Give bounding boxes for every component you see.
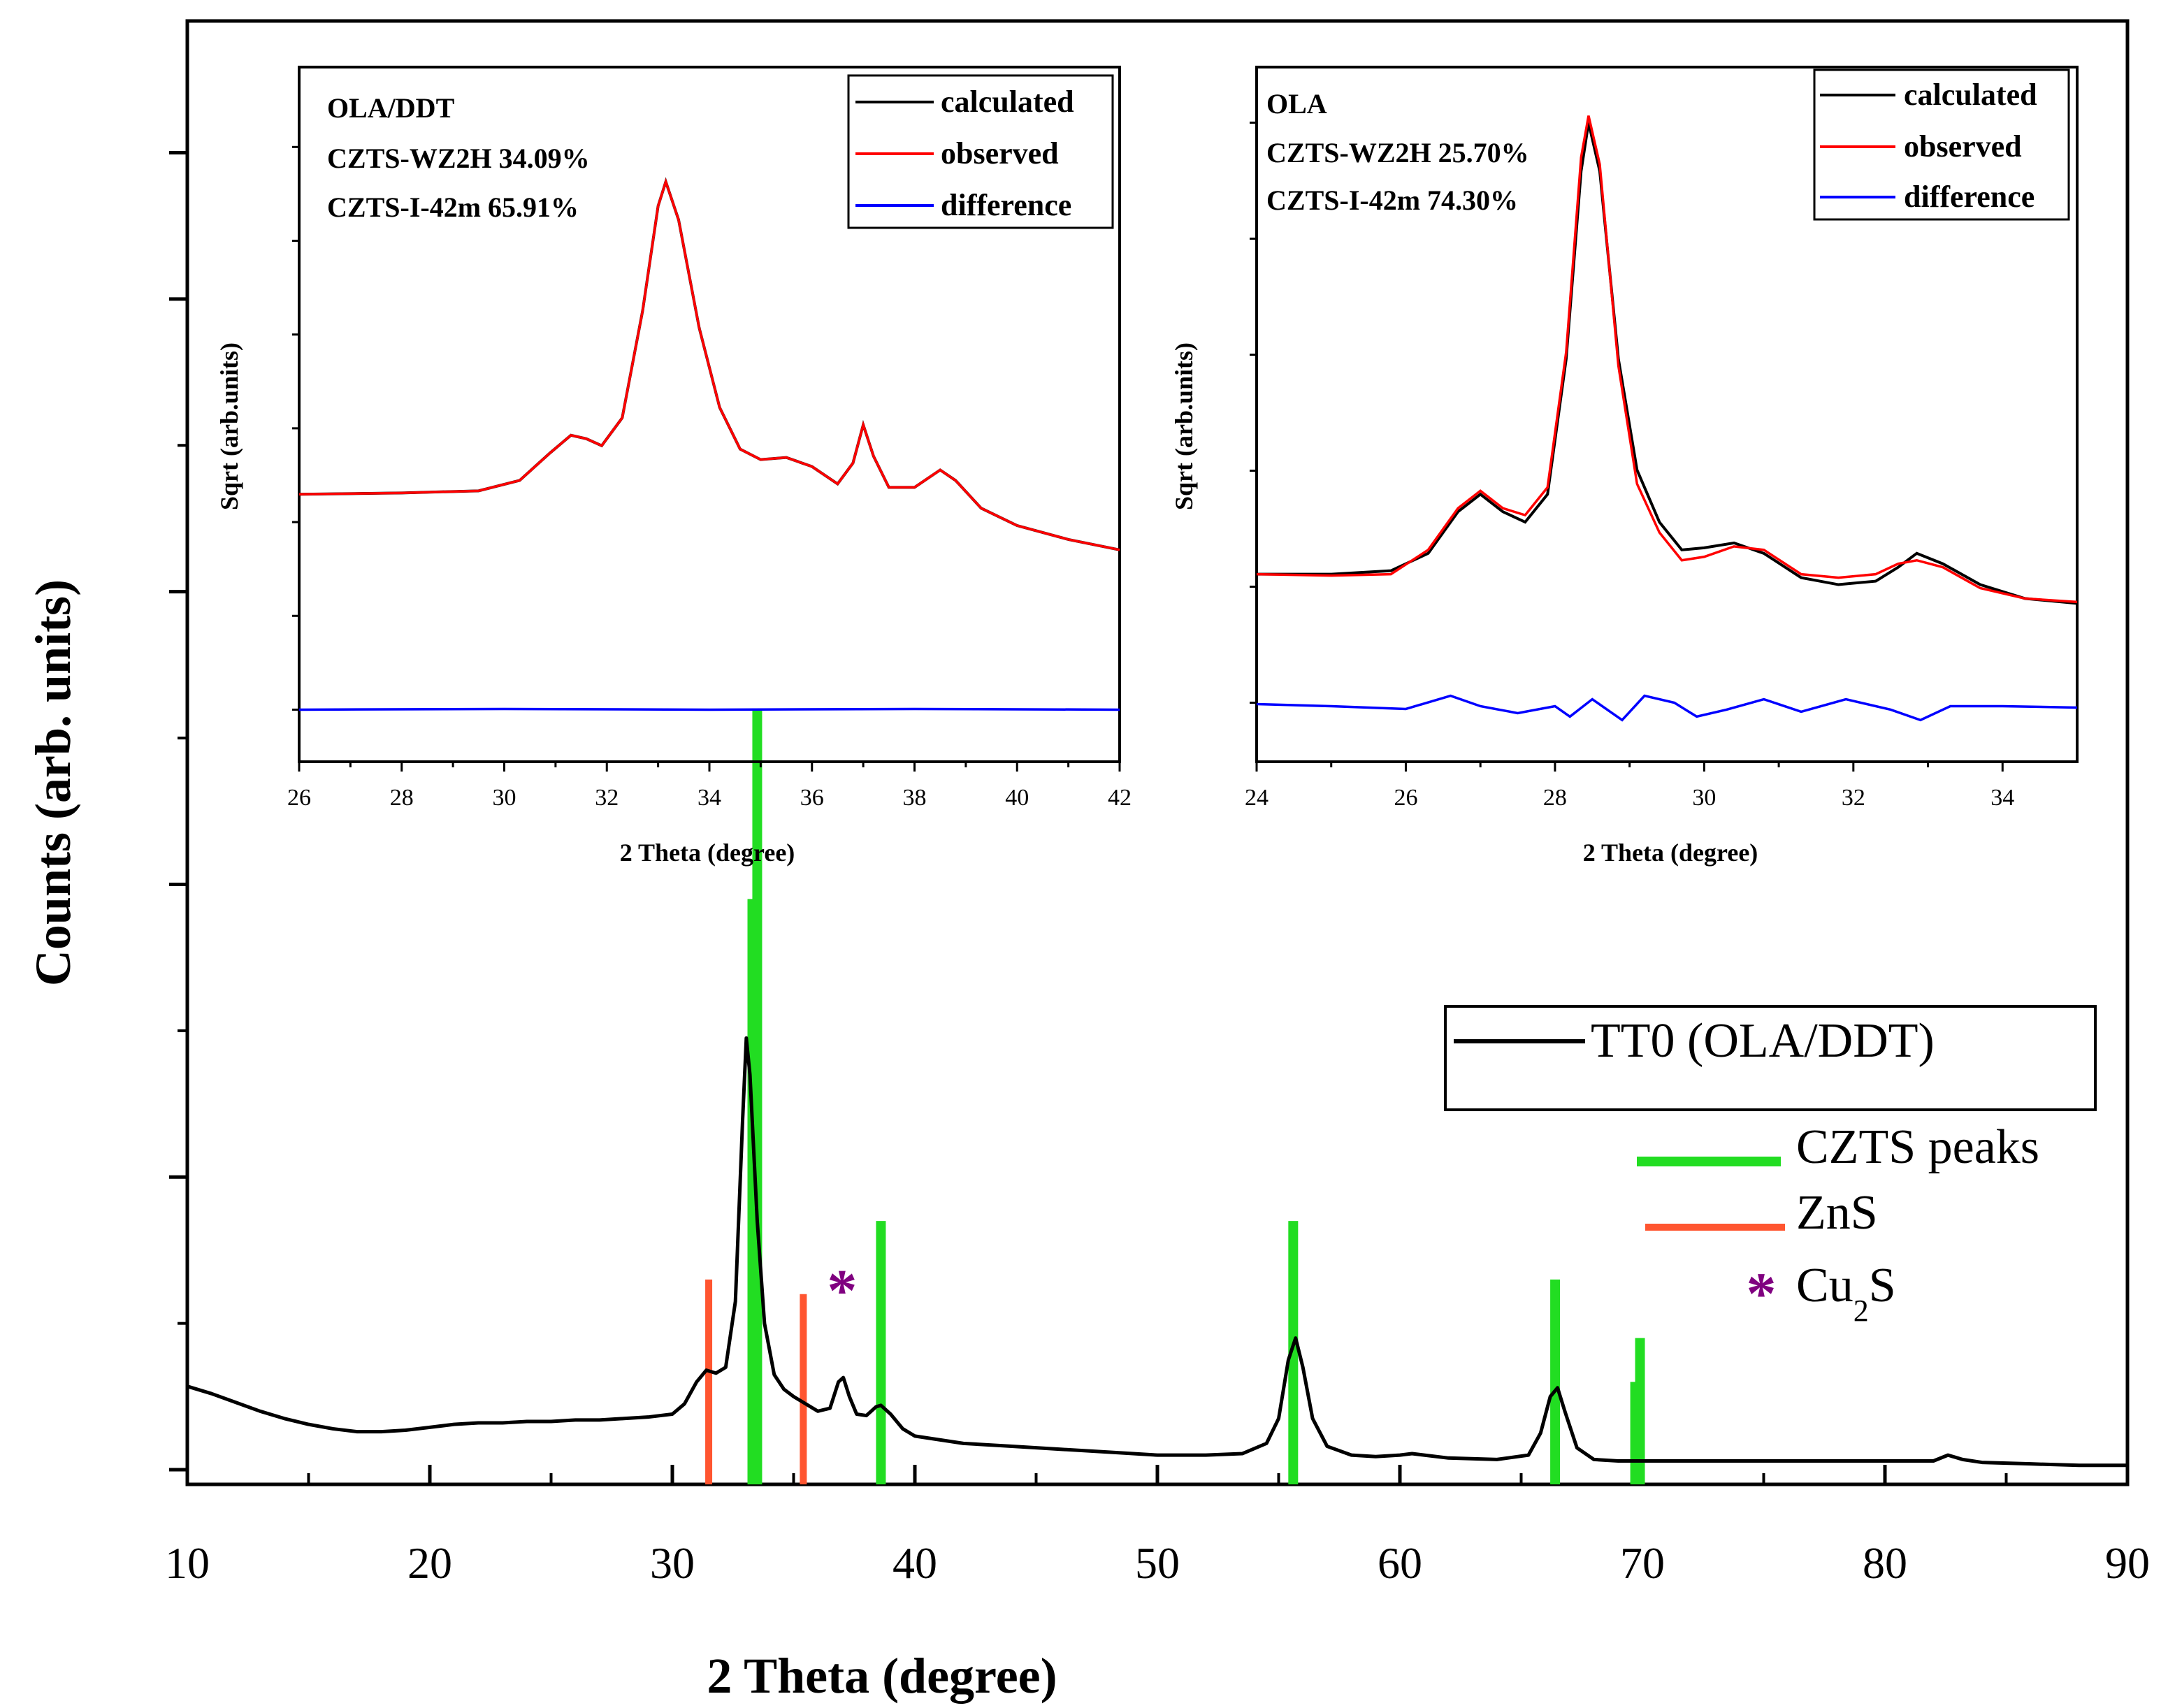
legend-label-tt0: TT0 (OLA/DDT) <box>1591 1014 1935 1068</box>
inset2-series-observed <box>1256 115 2078 604</box>
main-x-tick-label: 40 <box>893 1538 937 1588</box>
main-x-axis-label: 2 Theta (degree) <box>707 1648 1057 1704</box>
main-x-tick-label: 20 <box>407 1538 452 1588</box>
inset1-x-tick-label: 32 <box>595 785 619 811</box>
inset2-x-ticks: 24 26 28 30 32 34 <box>1245 762 2014 811</box>
inset2-x-tick-label: 34 <box>1990 785 2014 811</box>
legend-marker-cu2s: * <box>1747 1260 1777 1327</box>
inset1-y-ticks <box>292 145 299 711</box>
main-x-tick-label: 50 <box>1135 1538 1180 1588</box>
inset2-legend-label-observed: observed <box>1904 129 2022 164</box>
main-x-tick-label: 30 <box>650 1538 695 1588</box>
inset1-annotation-line1: OLA/DDT <box>327 92 455 124</box>
main-y-ticks <box>169 150 187 1472</box>
inset2-x-tick-label: 32 <box>1842 785 1865 811</box>
inset1-x-tick-label: 34 <box>698 785 721 811</box>
inset1-annotation-line2: CZTS-WZ2H 34.09% <box>327 143 590 174</box>
cu2s-text-cu: Cu <box>1796 1259 1853 1312</box>
main-y-axis-label: Counts (arb. units) <box>25 579 81 986</box>
series-line-tt0 <box>187 1036 2127 1468</box>
main-x-tick-label: 70 <box>1620 1538 1665 1588</box>
cu2s-text-sub: 2 <box>1853 1294 1869 1328</box>
inset2-x-tick-label: 24 <box>1245 785 1269 811</box>
inset1-legend: calculated observed difference <box>847 74 1114 229</box>
main-x-tick-label: 10 <box>165 1538 210 1588</box>
reference-lines <box>705 709 1645 1484</box>
inset1-x-tick-label: 40 <box>1005 785 1029 811</box>
main-x-tick-label: 60 <box>1378 1538 1422 1588</box>
inset-ola-ddt: 26 28 30 32 34 36 38 40 42 OLA/DDT CZTS-WZ2H 34.… <box>215 66 1132 867</box>
inset2-x-tick-label: 28 <box>1543 785 1567 811</box>
inset2-annotation-line2: CZTS-WZ2H 25.70% <box>1266 137 1529 168</box>
inset-ola: 24 26 28 30 32 34 OLA CZTS-WZ2H 25.70% CZTS-I… <box>1170 66 2079 867</box>
main-chart: 10 20 30 40 50 60 70 80 90 * 2 Theta (degree) Co… <box>25 19 2150 1704</box>
inset2-legend: calculated observed difference <box>1813 68 2070 221</box>
inset1-x-tick-label: 26 <box>287 785 311 811</box>
inset1-x-tick-label: 30 <box>493 785 516 811</box>
legend-label-cu2s: Cu2S <box>1796 1259 1896 1328</box>
cu2s-text-s: S <box>1869 1259 1896 1312</box>
main-x-tick-label: 90 <box>2105 1538 2150 1588</box>
inset2-annotation-line1: OLA <box>1266 88 1327 120</box>
inset1-annotation-line3: CZTS-I-42m 65.91% <box>327 191 579 223</box>
inset2-legend-label-calculated: calculated <box>1904 78 2037 112</box>
cu2s-peak-marker: * <box>827 1257 857 1324</box>
inset2-x-axis-label: 2 Theta (degree) <box>1583 839 1758 867</box>
main-x-ticks: 10 20 30 40 50 60 70 80 90 <box>165 1465 2150 1588</box>
main-legend: TT0 (OLA/DDT) CZTS peaks ZnS * Cu2S <box>1444 1005 2097 1328</box>
legend-label-zns: ZnS <box>1796 1186 1878 1240</box>
inset1-y-axis-label: Sqrt (arb.units) <box>215 342 243 510</box>
inset2-y-ticks <box>1250 122 1257 704</box>
inset1-x-tick-label: 38 <box>903 785 927 811</box>
inset1-x-tick-label: 42 <box>1108 785 1132 811</box>
inset1-x-ticks: 26 28 30 32 34 36 38 40 42 <box>287 762 1132 811</box>
inset2-plot-frame <box>1255 66 2079 763</box>
inset2-y-axis-label: Sqrt (arb.units) <box>1170 342 1198 510</box>
inset1-series-observed <box>298 178 1120 551</box>
inset1-legend-label-calculated: calculated <box>941 85 1074 119</box>
inset2-series-difference <box>1256 694 2078 722</box>
inset1-legend-label-observed: observed <box>941 136 1059 171</box>
inset2-x-tick-label: 30 <box>1692 785 1716 811</box>
inset1-x-tick-label: 28 <box>390 785 414 811</box>
inset1-x-axis-label: 2 Theta (degree) <box>620 839 795 867</box>
inset2-legend-label-difference: difference <box>1904 180 2035 214</box>
main-x-tick-label: 80 <box>1863 1538 1907 1588</box>
legend-label-czts: CZTS peaks <box>1796 1120 2039 1174</box>
inset2-annotation-line3: CZTS-I-42m 74.30% <box>1266 184 1518 216</box>
legend-box <box>1444 1005 2097 1111</box>
inset1-x-tick-label: 36 <box>800 785 824 811</box>
inset2-x-tick-label: 26 <box>1394 785 1417 811</box>
inset1-legend-label-difference: difference <box>941 188 1071 222</box>
